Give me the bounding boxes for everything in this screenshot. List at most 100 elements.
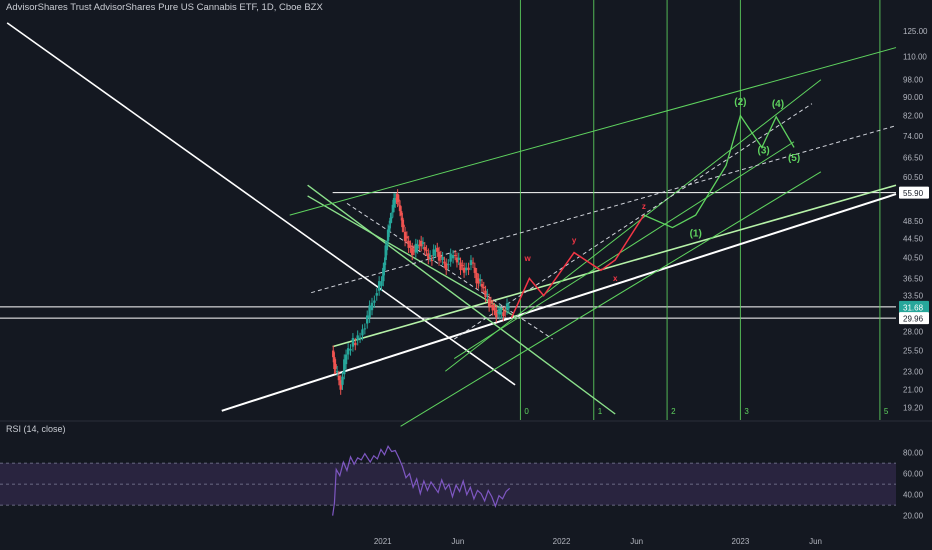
time-axis-tick: Jun	[630, 537, 643, 546]
candle-body	[390, 217, 393, 219]
candle-body	[407, 240, 410, 248]
green-descending-channel-upper[interactable]	[307, 184, 616, 415]
wave-label: (3)	[758, 145, 770, 156]
candle-body	[373, 300, 376, 303]
candle-body	[495, 310, 498, 318]
time-axis: 2021 Jun 2022 Jun 2023 Jun	[374, 537, 822, 546]
candle-body	[388, 225, 391, 232]
candle-body	[344, 354, 348, 365]
price-axis-tick: 90.00	[903, 93, 924, 102]
candles	[332, 189, 511, 395]
wave-label: (4)	[772, 99, 784, 110]
green-support-line[interactable]	[332, 184, 897, 348]
candle-body	[397, 199, 401, 201]
candle-body	[377, 281, 381, 291]
price-axis-tick: 40.50	[903, 253, 924, 262]
dashed-median-line[interactable]	[311, 125, 897, 294]
time-axis-tick: 2021	[374, 537, 392, 546]
candle-body	[412, 250, 416, 252]
descending-white-trendline[interactable]	[6, 22, 516, 386]
candle-body	[477, 278, 480, 284]
candle-body	[343, 359, 346, 375]
candle-body	[432, 249, 435, 256]
candle-body	[475, 272, 478, 284]
candle-body	[414, 243, 418, 253]
rsi-title: RSI (14, close)	[6, 424, 66, 434]
candle-body	[368, 305, 371, 318]
price-axis-tick: 82.00	[903, 112, 924, 121]
candle-body	[461, 265, 464, 267]
price-axis-tick: 23.00	[903, 367, 924, 376]
candle-body	[436, 247, 439, 252]
price-axis-tick: 125.00	[903, 27, 928, 36]
candle-body	[419, 240, 423, 247]
candle-body	[489, 301, 493, 303]
candle-body	[428, 255, 432, 257]
red-wxyxz-wave[interactable]	[510, 214, 645, 319]
time-axis-tick: Jun	[451, 537, 464, 546]
candle-body	[335, 370, 339, 372]
candle-body	[332, 350, 335, 358]
candle-body	[478, 279, 482, 282]
candle-body	[396, 194, 399, 203]
rsi-axis-tick: 40.00	[903, 491, 924, 500]
candle-body	[405, 236, 409, 239]
candle-body	[421, 242, 425, 244]
candle-body	[486, 293, 489, 295]
green-impulse-wave[interactable]	[643, 114, 795, 229]
fib-time-label: 3	[744, 407, 749, 416]
wave-paths	[510, 114, 795, 319]
wave-labels: w y x z (1) (2) (3) (4) (5)	[523, 97, 800, 283]
rsi-axis-tick: 80.00	[903, 449, 924, 458]
price-axis-tick: 60.50	[903, 173, 924, 182]
candle-body	[346, 348, 350, 355]
ascending-white-trendline[interactable]	[221, 193, 897, 412]
green-upper-trendline[interactable]	[289, 47, 897, 216]
price-axis-tick: 66.50	[903, 154, 924, 163]
candle-body	[402, 224, 405, 228]
green-channel-1[interactable]	[445, 79, 822, 372]
price-axis-tick: 21.00	[903, 386, 924, 395]
candle-body	[469, 260, 473, 266]
green-channel-2[interactable]	[400, 171, 822, 427]
price-tag-31.68	[899, 300, 929, 313]
candle-body	[441, 256, 444, 260]
candle-body	[457, 257, 460, 260]
fib-time-label: 2	[671, 407, 676, 416]
rsi-line-group	[332, 445, 511, 516]
price-axis-tick: 25.50	[903, 347, 924, 356]
time-axis-tick: Jun	[809, 537, 822, 546]
candle-body	[487, 298, 491, 307]
green-descending-channel-lower[interactable]	[307, 195, 516, 318]
candle-body	[453, 255, 457, 257]
green-channel-3[interactable]	[453, 141, 795, 360]
candle-body	[423, 247, 426, 251]
candle-body	[337, 375, 341, 381]
candle-body	[341, 376, 344, 385]
candle-body	[482, 286, 485, 289]
price-axis-tick: 98.00	[903, 76, 924, 85]
rsi-line[interactable]	[332, 445, 511, 516]
candle-body	[416, 244, 419, 249]
candle-body	[409, 245, 412, 248]
candle-body	[504, 311, 507, 313]
candle-body	[375, 293, 378, 296]
time-axis-tick: 2023	[732, 537, 750, 546]
price-pane[interactable]: 0 1 2 3 5 w y x z (1) (2) (3) (4) (5) 125.00 110.00 98…	[0, 0, 932, 427]
trend-line-drawings	[6, 22, 897, 427]
fib-time-label: 1	[598, 407, 603, 416]
candle-body	[354, 342, 357, 346]
candle-body	[339, 380, 342, 390]
candle-body	[496, 312, 500, 314]
dashed-descending-line[interactable]	[346, 202, 553, 340]
rsi-pane: 80.00 60.00 40.00 20.00	[0, 445, 924, 521]
candle-body	[443, 261, 446, 264]
price-axis-tick: 28.00	[903, 328, 924, 337]
candle-body	[502, 312, 505, 317]
candle-body	[349, 349, 352, 351]
time-axis-tick: 2022	[553, 537, 571, 546]
dashed-channel-median[interactable]	[453, 103, 813, 340]
candle-body	[493, 308, 496, 311]
candle-body	[384, 245, 387, 260]
